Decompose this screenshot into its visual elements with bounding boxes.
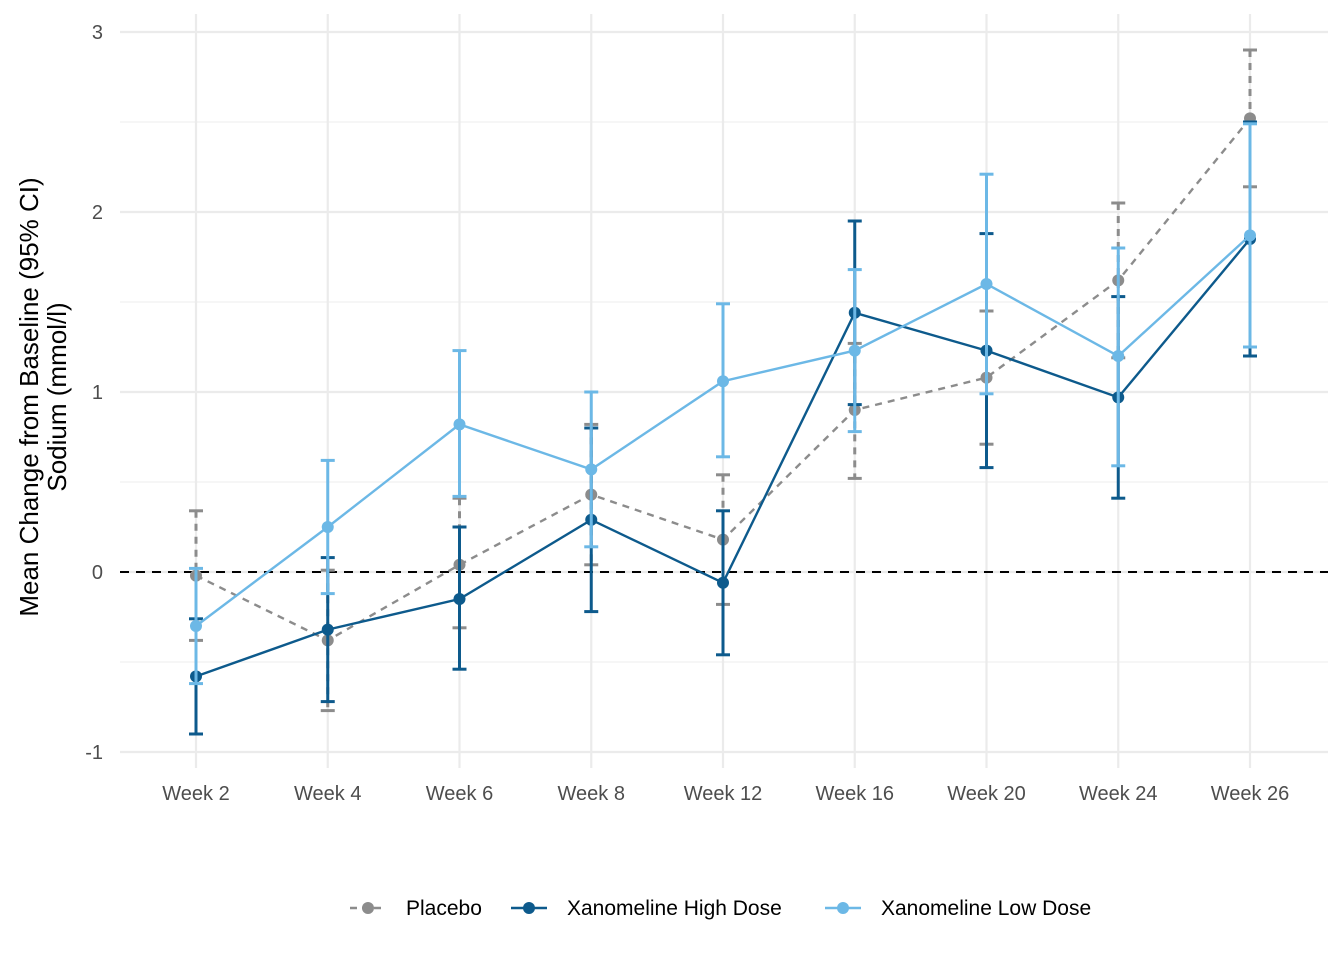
legend-key-point [523, 902, 535, 914]
y-axis-title-line-2: Sodium (mmol/l) [42, 302, 72, 491]
data-point [848, 344, 861, 357]
x-tick-label: Week 4 [294, 783, 361, 805]
y-axis-title: Mean Change from Baseline (95% CI) Sodiu… [14, 177, 72, 616]
y-tick-label: 3 [92, 22, 103, 44]
legend-label: Placebo [406, 897, 482, 920]
data-point [717, 375, 729, 388]
x-tick-label: Week 8 [558, 783, 625, 805]
series-layer [189, 48, 1257, 736]
data-point [453, 418, 466, 431]
data-point [1244, 229, 1256, 242]
legend-key-point [362, 902, 374, 914]
legend-key-point [837, 902, 849, 914]
legend-item: Xanomeline High Dose [511, 897, 782, 920]
legend-item: Xanomeline Low Dose [825, 897, 1091, 920]
legend: Placebo Xanomeline High Dose Xanomeline Lo… [350, 897, 1091, 920]
data-point [321, 521, 334, 533]
data-point [1112, 350, 1125, 362]
data-point [190, 620, 202, 632]
data-point [980, 278, 993, 290]
series-2 [189, 122, 1257, 686]
data-point [717, 576, 729, 589]
y-tick-label: 0 [92, 562, 103, 584]
x-tick-label: Week 12 [684, 783, 763, 805]
x-tick-label: Week 16 [815, 783, 894, 805]
data-point [321, 623, 334, 636]
data-point [585, 463, 598, 476]
legend-label: Xanomeline Low Dose [881, 897, 1091, 920]
legend-label: Xanomeline High Dose [567, 897, 782, 920]
y-tick-label: 1 [92, 382, 103, 404]
x-axis-tick-labels: Week 2 Week 4 Week 6 Week 8 Week 12 Week 16 We… [162, 783, 1289, 805]
y-axis-tick-labels: -1 0 1 2 3 [85, 22, 103, 764]
x-tick-label: Week 24 [1079, 783, 1158, 805]
legend-item: Placebo [350, 897, 482, 920]
x-tick-label: Week 2 [162, 783, 229, 805]
data-point [453, 593, 466, 605]
y-tick-label: 2 [92, 202, 103, 224]
x-tick-label: Week 6 [426, 783, 493, 805]
y-axis-title-line-1: Mean Change from Baseline (95% CI) [14, 177, 44, 616]
x-tick-label: Week 20 [947, 783, 1026, 805]
y-tick-label: -1 [85, 742, 103, 764]
x-tick-label: Week 26 [1211, 783, 1290, 805]
